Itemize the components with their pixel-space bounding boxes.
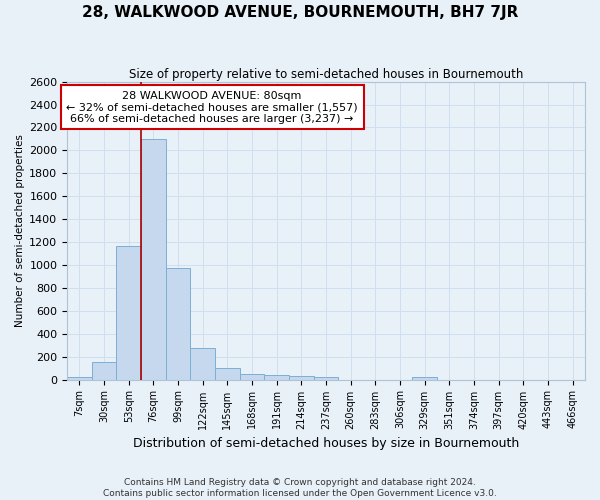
Title: Size of property relative to semi-detached houses in Bournemouth: Size of property relative to semi-detach… bbox=[129, 68, 523, 80]
Bar bbox=[314, 378, 338, 380]
Text: 28 WALKWOOD AVENUE: 80sqm
← 32% of semi-detached houses are smaller (1,557)
66% : 28 WALKWOOD AVENUE: 80sqm ← 32% of semi-… bbox=[67, 90, 358, 124]
Bar bbox=[190, 348, 215, 380]
Bar bbox=[166, 268, 190, 380]
Bar bbox=[116, 246, 141, 380]
Text: Contains HM Land Registry data © Crown copyright and database right 2024.
Contai: Contains HM Land Registry data © Crown c… bbox=[103, 478, 497, 498]
Bar bbox=[67, 378, 92, 380]
Bar bbox=[215, 368, 240, 380]
Y-axis label: Number of semi-detached properties: Number of semi-detached properties bbox=[15, 134, 25, 327]
Bar bbox=[92, 362, 116, 380]
Bar bbox=[412, 376, 437, 380]
Bar bbox=[289, 376, 314, 380]
Text: 28, WALKWOOD AVENUE, BOURNEMOUTH, BH7 7JR: 28, WALKWOOD AVENUE, BOURNEMOUTH, BH7 7J… bbox=[82, 5, 518, 20]
Bar bbox=[265, 375, 289, 380]
Bar bbox=[141, 139, 166, 380]
X-axis label: Distribution of semi-detached houses by size in Bournemouth: Distribution of semi-detached houses by … bbox=[133, 437, 519, 450]
Bar bbox=[240, 374, 265, 380]
